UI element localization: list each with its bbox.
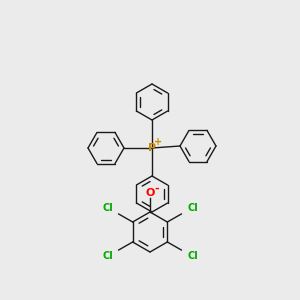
Text: Cl: Cl — [187, 251, 198, 261]
Text: P: P — [148, 143, 156, 153]
Text: Cl: Cl — [187, 202, 198, 213]
Text: O: O — [145, 188, 155, 198]
Text: -: - — [155, 184, 159, 194]
Text: Cl: Cl — [102, 202, 113, 213]
Text: +: + — [154, 137, 162, 147]
Text: Cl: Cl — [102, 251, 113, 261]
